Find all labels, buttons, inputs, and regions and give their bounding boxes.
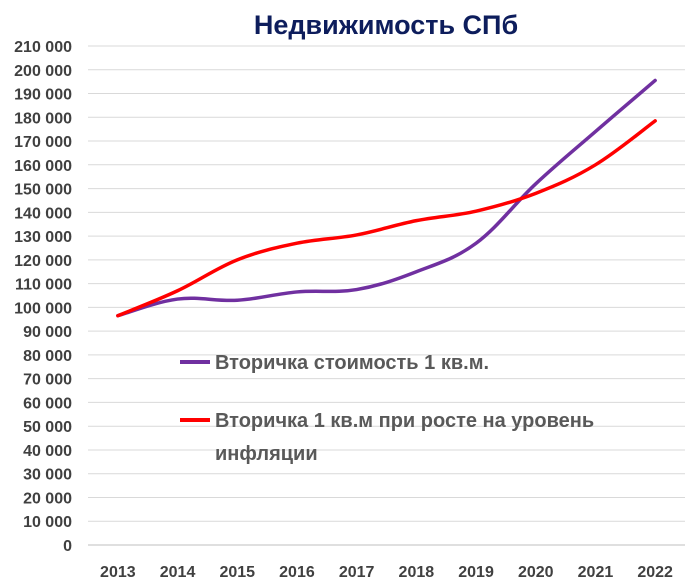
y-tick-label: 190 000 (14, 87, 72, 104)
x-axis-tick-labels: 2013 2014 2015 2016 2017 2018 2019 2020 2021 2022 (100, 564, 673, 581)
legend-label-series-0: Вторичка стоимость 1 кв.м. (215, 352, 489, 374)
y-tick-label: 10 000 (23, 514, 72, 531)
x-tick-label: 2021 (578, 564, 614, 581)
x-tick-label: 2022 (637, 564, 673, 581)
y-tick-label: 40 000 (23, 443, 72, 460)
y-tick-label: 20 000 (23, 490, 72, 507)
y-tick-label: 0 (63, 538, 72, 555)
y-axis-tick-labels: 0 10 000 20 000 30 000 40 000 50 000 60 000 70 … (14, 39, 72, 555)
legend: Вторичка стоимость 1 кв.м. Вторичка 1 кв… (180, 352, 594, 465)
legend-label-series-1-line-1: Вторичка 1 кв.м при росте на уровень (215, 410, 594, 432)
y-tick-label: 130 000 (14, 229, 72, 246)
x-tick-label: 2018 (399, 564, 435, 581)
y-tick-label: 210 000 (14, 39, 72, 56)
x-tick-label: 2015 (219, 564, 255, 581)
y-tick-label: 60 000 (23, 395, 72, 412)
y-tick-label: 100 000 (14, 300, 72, 317)
y-tick-label: 50 000 (23, 419, 72, 436)
y-tick-label: 80 000 (23, 348, 72, 365)
y-tick-label: 140 000 (14, 205, 72, 222)
y-tick-label: 160 000 (14, 158, 72, 175)
x-tick-label: 2013 (100, 564, 136, 581)
y-tick-label: 170 000 (14, 134, 72, 151)
x-tick-label: 2016 (279, 564, 315, 581)
y-tick-label: 30 000 (23, 467, 72, 484)
series-lines (116, 78, 657, 318)
y-tick-label: 120 000 (14, 253, 72, 270)
y-tick-label: 200 000 (14, 63, 72, 80)
x-tick-label: 2017 (339, 564, 375, 581)
y-tick-label: 90 000 (23, 324, 72, 341)
series-line-1 (116, 119, 657, 318)
chart-title: Недвижимость СПб (254, 10, 518, 40)
y-tick-label: 110 000 (15, 277, 72, 294)
legend-label-series-1-line-2: инфляции (215, 443, 318, 465)
grid-lines (88, 45, 685, 546)
x-tick-label: 2020 (518, 564, 554, 581)
x-tick-label: 2014 (160, 564, 196, 581)
x-tick-label: 2019 (458, 564, 494, 581)
y-tick-label: 70 000 (23, 372, 72, 389)
y-tick-label: 180 000 (14, 110, 72, 127)
series-line-0 (116, 78, 657, 318)
y-tick-label: 150 000 (14, 182, 72, 199)
